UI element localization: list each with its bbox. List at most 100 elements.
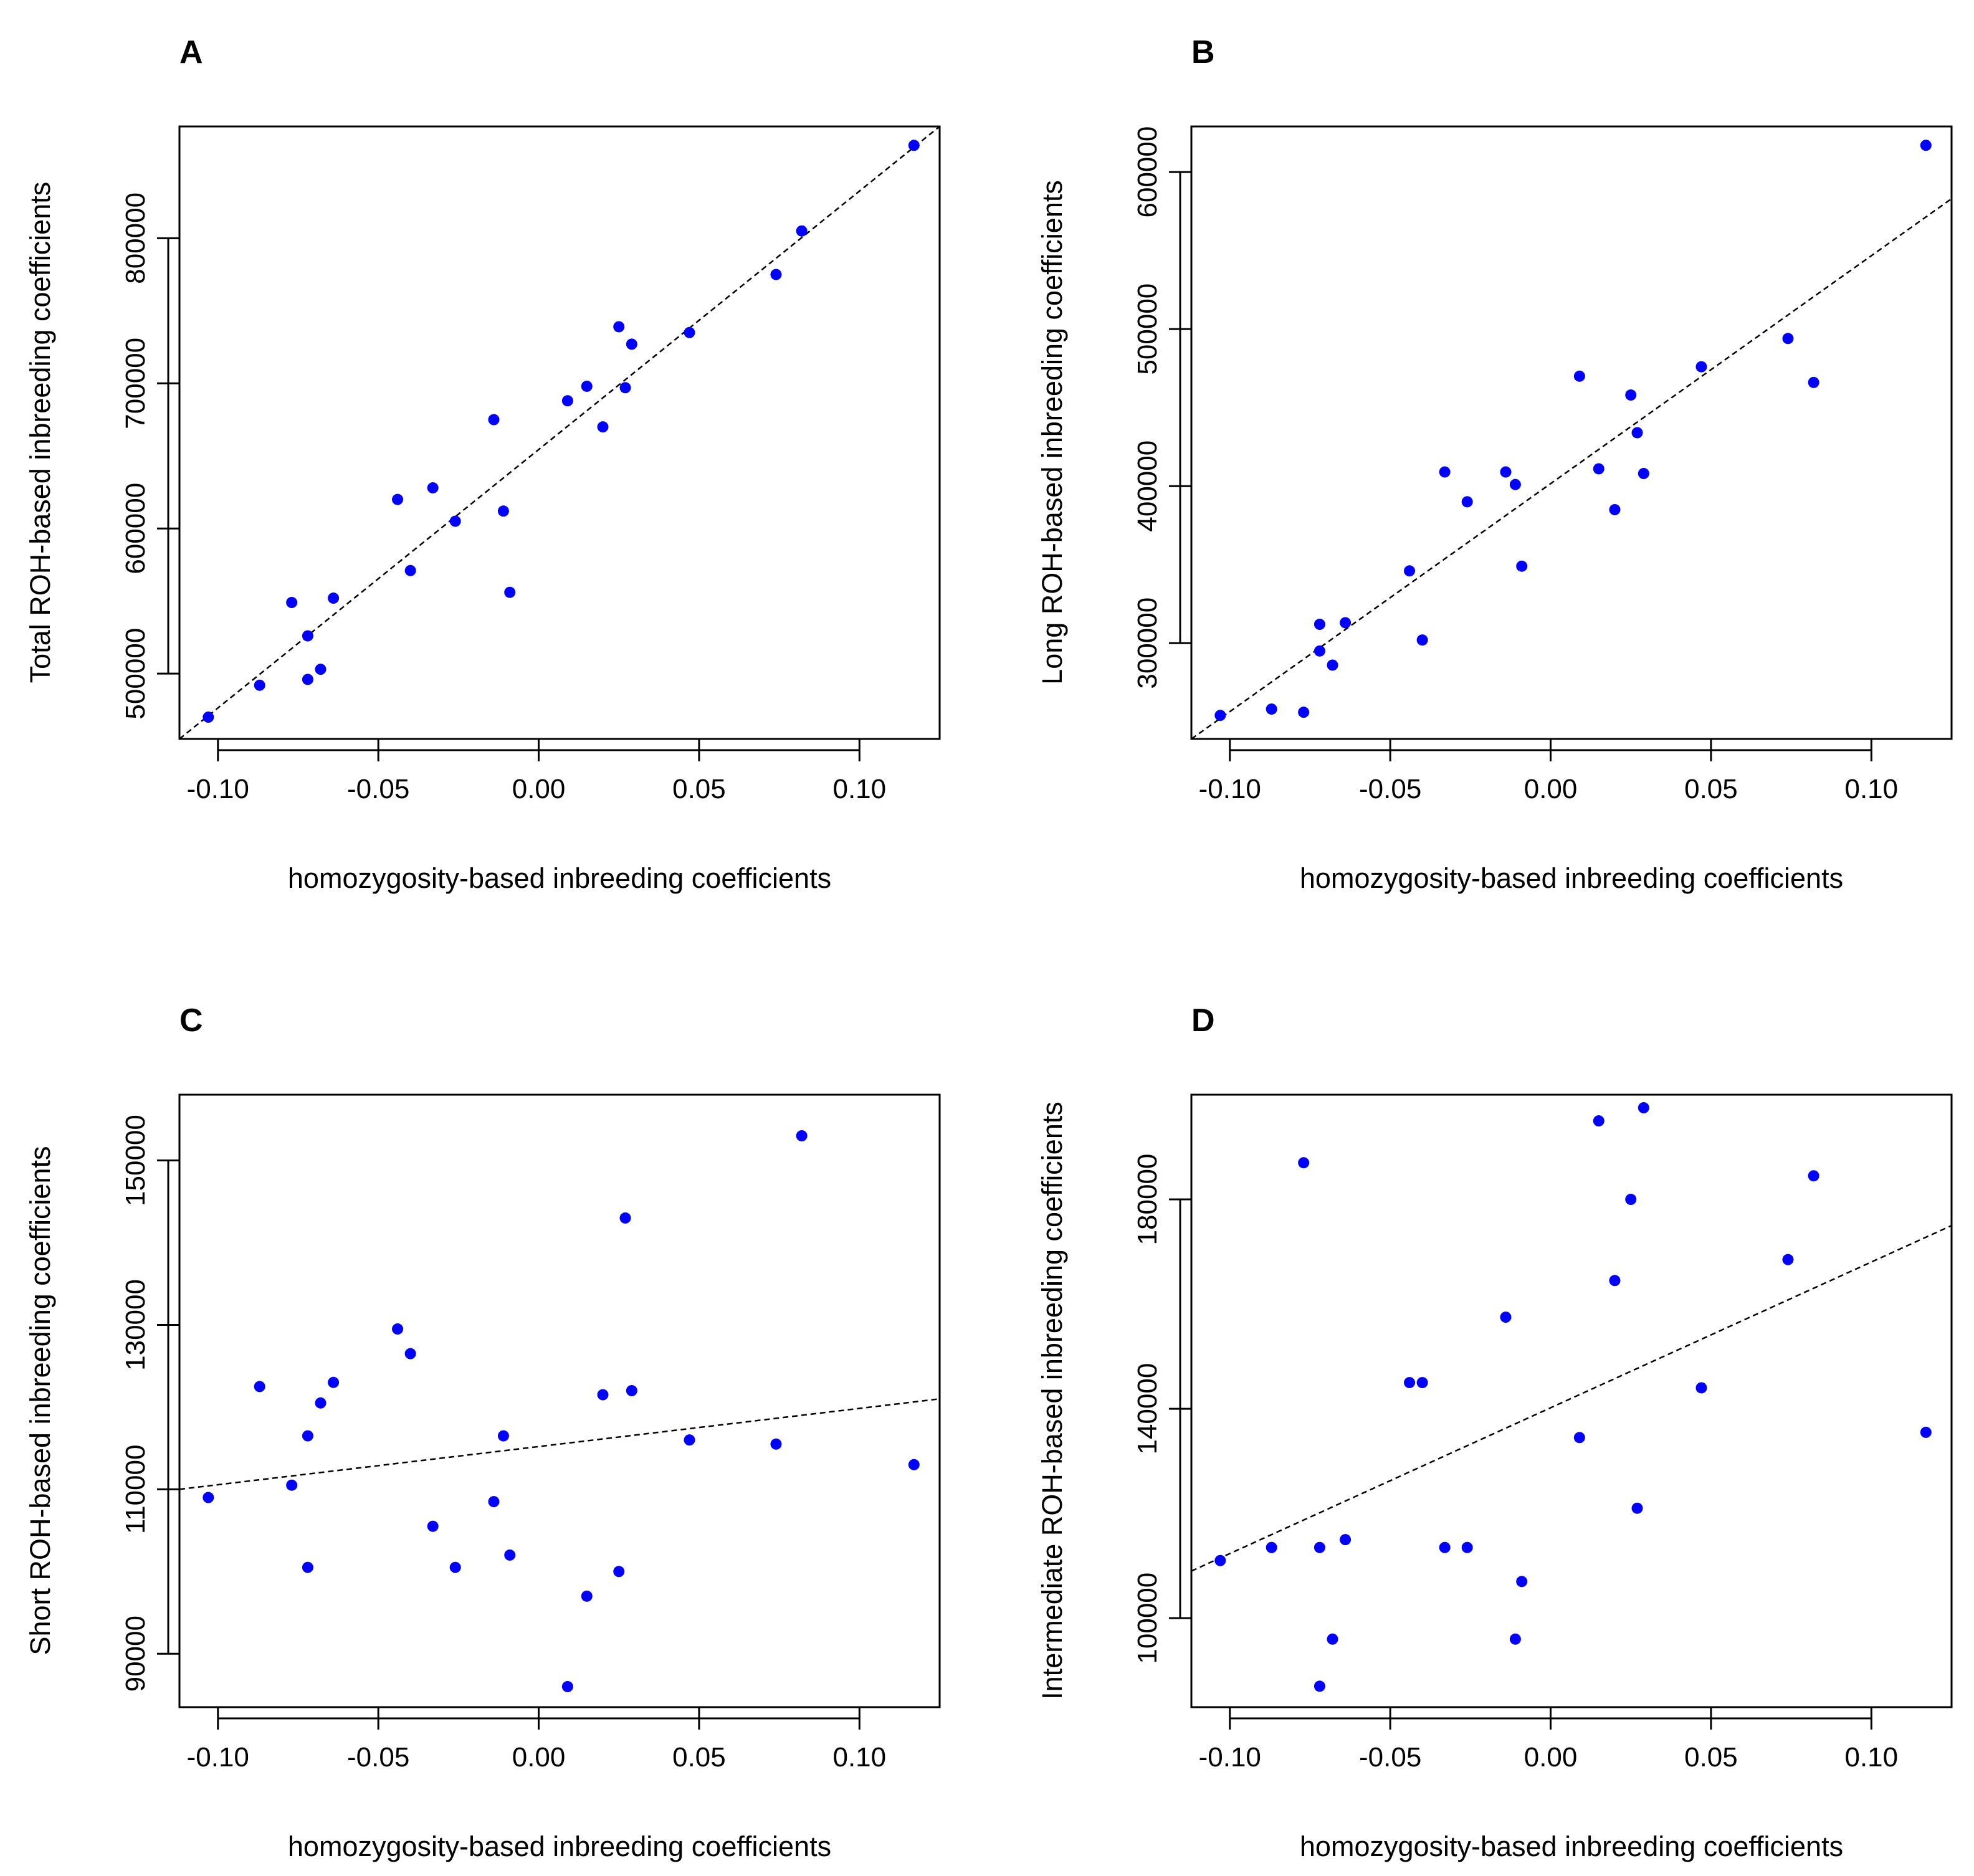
data-point <box>908 1459 920 1470</box>
y-axis-title: Intermediate ROH-based inbreeding coeffi… <box>1036 1102 1068 1700</box>
data-point <box>488 1496 500 1508</box>
data-point <box>1439 1541 1451 1553</box>
x-tick-label: -0.10 <box>187 774 249 804</box>
x-tick-label: 0.05 <box>1684 1742 1738 1773</box>
data-point <box>203 1492 214 1503</box>
y-tick-label: 130000 <box>120 1279 151 1371</box>
y-axis-tick-labels: 500000 600000 700000 800000 <box>120 193 151 720</box>
data-point <box>1298 1157 1310 1169</box>
data-point <box>286 1479 298 1491</box>
data-point <box>1461 496 1473 508</box>
plot-frame <box>178 125 941 740</box>
data-point <box>619 1212 631 1224</box>
y-tick-label: 140000 <box>1132 1363 1163 1455</box>
x-axis-title: homozygosity-based inbreeding coefficien… <box>288 1831 831 1862</box>
data-point <box>427 1520 439 1532</box>
y-axis-title: Total ROH-based inbreeding coefficients <box>24 182 56 683</box>
y-tick-label: 180000 <box>1132 1154 1163 1245</box>
x-axis-title: homozygosity-based inbreeding coefficien… <box>288 862 831 894</box>
data-point <box>427 482 439 494</box>
x-tick-label: -0.10 <box>187 1742 249 1773</box>
data-point <box>1808 376 1819 388</box>
y-tick-label: 300000 <box>1132 598 1163 689</box>
data-point <box>302 1561 313 1573</box>
data-point <box>504 1549 516 1561</box>
data-point <box>613 321 625 333</box>
data-point <box>1782 1254 1794 1265</box>
x-tick-label: 0.00 <box>512 774 566 804</box>
data-point <box>1625 389 1637 401</box>
data-points <box>203 1130 920 1693</box>
data-point <box>504 586 516 598</box>
data-point <box>254 679 265 691</box>
y-tick-label: 400000 <box>1132 440 1163 532</box>
data-point <box>561 1681 573 1693</box>
data-point <box>1298 707 1310 718</box>
data-point <box>1920 1426 1932 1438</box>
data-point <box>1214 710 1226 721</box>
y-tick-label: 150000 <box>120 1115 151 1206</box>
panel-letter: C <box>179 1002 203 1039</box>
data-point <box>497 1430 509 1442</box>
y-axis-tick-labels: 90000 110000 130000 150000 <box>120 1115 151 1692</box>
data-point <box>328 593 340 604</box>
data-point <box>1327 1633 1338 1645</box>
data-point <box>1266 1541 1277 1553</box>
y-tick-label: 800000 <box>120 193 151 284</box>
x-axis-tick-labels: -0.10 -0.05 0.00 0.05 0.10 <box>1199 774 1899 804</box>
data-point <box>254 1381 265 1393</box>
data-point <box>488 414 500 426</box>
data-point <box>1516 560 1528 572</box>
x-tick-label: 0.10 <box>832 774 886 804</box>
x-tick-label: 0.00 <box>512 1742 566 1773</box>
x-axis-tick-labels: -0.10 -0.05 0.00 0.05 0.10 <box>187 1742 887 1773</box>
data-point <box>404 1348 416 1359</box>
data-point <box>302 674 313 685</box>
data-point <box>1416 634 1428 646</box>
data-point <box>1593 1115 1604 1127</box>
data-point <box>619 382 631 394</box>
data-point <box>1314 619 1325 631</box>
x-axis-title: homozygosity-based inbreeding coefficien… <box>1300 1831 1843 1862</box>
data-point <box>1214 1555 1226 1566</box>
y-tick-label: 500000 <box>1132 283 1163 375</box>
x-tick-label: 0.05 <box>672 774 726 804</box>
axis-ticks <box>1169 1198 1872 1730</box>
axis-ticks <box>157 237 861 761</box>
data-point <box>1573 370 1585 382</box>
data-point <box>1500 1312 1512 1323</box>
regression-line <box>1191 1224 1952 1572</box>
data-point <box>404 564 416 576</box>
data-point <box>497 505 509 517</box>
data-point <box>1404 1377 1416 1389</box>
panel-letter: A <box>179 34 203 70</box>
data-point <box>315 1397 327 1409</box>
x-tick-label: 0.10 <box>1844 1742 1898 1773</box>
x-tick-label: -0.05 <box>347 774 409 804</box>
panel-b: B -0.10 -0.05 0.00 0.05 0.10 300000 400000 500… <box>1036 34 1953 894</box>
x-tick-label: 0.10 <box>832 1742 886 1773</box>
axis-ticks <box>157 1159 861 1730</box>
x-tick-label: 0.05 <box>672 1742 726 1773</box>
data-point <box>1609 504 1621 516</box>
data-point <box>392 493 404 505</box>
data-point <box>626 1385 637 1397</box>
data-point <box>581 380 593 392</box>
x-tick-label: 0.00 <box>1524 774 1578 804</box>
data-point <box>1625 1194 1637 1206</box>
data-point <box>1631 427 1643 439</box>
data-point <box>1340 1534 1352 1546</box>
plot-frame <box>178 1093 941 1708</box>
data-point <box>315 664 327 675</box>
data-point <box>1516 1576 1528 1588</box>
data-point <box>203 712 214 723</box>
data-point <box>1314 1541 1325 1553</box>
data-point <box>770 1438 782 1450</box>
y-tick-label: 600000 <box>1132 126 1163 218</box>
axis-ticks <box>1169 171 1872 761</box>
x-axis-title: homozygosity-based inbreeding coefficien… <box>1300 862 1843 894</box>
data-point <box>1695 1382 1707 1394</box>
panel-c: C -0.10 -0.05 0.00 0.05 0.10 90000 110000 1300… <box>24 1002 941 1862</box>
data-point <box>597 421 609 433</box>
